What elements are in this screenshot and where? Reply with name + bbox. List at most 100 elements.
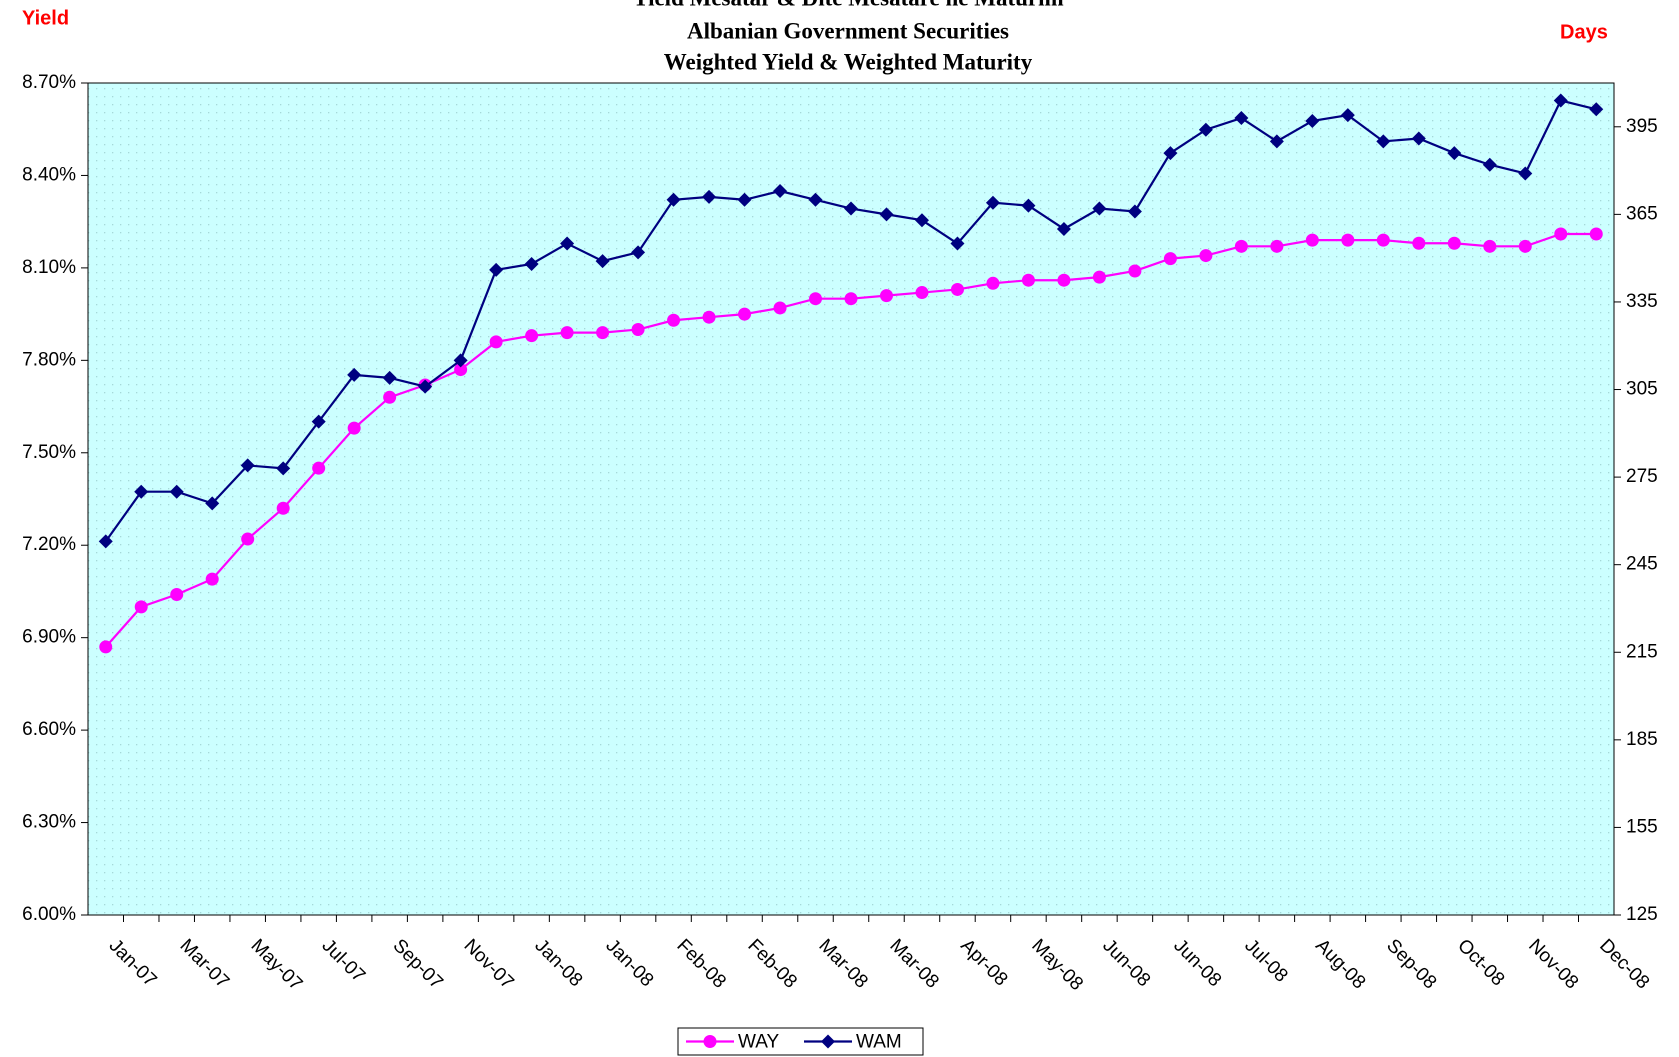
y2-tick-label: 155 bbox=[1626, 816, 1658, 837]
marker bbox=[347, 421, 361, 435]
x-tick-label: Jul-07 bbox=[318, 935, 369, 986]
marker bbox=[205, 572, 219, 586]
marker bbox=[1163, 146, 1178, 161]
marker bbox=[1412, 236, 1426, 250]
y-tick-label: 6.90% bbox=[22, 627, 76, 648]
marker bbox=[241, 532, 255, 546]
marker bbox=[524, 256, 539, 271]
chart-subtitle: Albanian Government Securities bbox=[687, 18, 1009, 43]
plot-pattern bbox=[88, 83, 1614, 915]
marker bbox=[489, 262, 504, 277]
marker bbox=[914, 213, 929, 228]
marker bbox=[453, 353, 468, 368]
marker bbox=[1092, 201, 1107, 216]
marker bbox=[950, 236, 965, 251]
y-tick-label: 7.20% bbox=[22, 534, 76, 555]
marker bbox=[737, 192, 752, 207]
marker bbox=[170, 588, 184, 602]
y-tick-label: 6.60% bbox=[22, 719, 76, 740]
marker bbox=[773, 301, 787, 315]
marker bbox=[1305, 233, 1319, 247]
x-tick-label: Mar-08 bbox=[814, 935, 871, 992]
x-tick-label: Nov-08 bbox=[1524, 935, 1582, 993]
x-tick-label: Oct-08 bbox=[1453, 935, 1508, 990]
marker bbox=[312, 461, 326, 475]
x-tick-label: Jan-08 bbox=[531, 935, 587, 991]
marker bbox=[454, 363, 468, 377]
marker bbox=[844, 292, 858, 306]
marker bbox=[986, 276, 1000, 290]
marker bbox=[844, 201, 858, 216]
marker bbox=[1270, 239, 1284, 253]
x-tick-label: Jun-08 bbox=[1169, 935, 1225, 991]
marker bbox=[134, 484, 149, 499]
marker bbox=[1021, 273, 1035, 287]
x-tick-label: Feb-08 bbox=[672, 935, 729, 992]
legend-label: WAM bbox=[856, 1032, 902, 1053]
marker bbox=[1554, 227, 1568, 241]
y2-tick-label: 245 bbox=[1626, 554, 1658, 575]
marker bbox=[808, 192, 823, 207]
x-tick-label: Dec-08 bbox=[1595, 935, 1653, 993]
marker bbox=[1127, 204, 1142, 219]
marker bbox=[418, 379, 433, 394]
marker bbox=[1128, 264, 1142, 278]
x-tick-label: Apr-08 bbox=[956, 935, 1011, 990]
marker bbox=[950, 282, 964, 296]
plot-area bbox=[87, 82, 1615, 916]
marker bbox=[773, 184, 788, 199]
chart-subtitle: Weighted Yield & Weighted Maturity bbox=[664, 49, 1033, 74]
x-tick-label: Nov-07 bbox=[460, 935, 518, 993]
marker bbox=[98, 534, 113, 549]
y2-tick-label: 395 bbox=[1626, 116, 1658, 137]
marker bbox=[1376, 233, 1390, 247]
marker bbox=[169, 484, 184, 499]
marker bbox=[560, 326, 574, 340]
marker bbox=[702, 189, 717, 204]
marker bbox=[1589, 227, 1603, 241]
x-tick-label: Mar-08 bbox=[885, 935, 942, 992]
marker bbox=[666, 192, 681, 207]
marker bbox=[1021, 198, 1036, 213]
marker bbox=[631, 323, 645, 337]
marker bbox=[205, 496, 220, 511]
marker bbox=[311, 414, 326, 429]
x-tick-label: May-07 bbox=[247, 935, 307, 995]
marker bbox=[738, 307, 752, 321]
x-tick-label: Jan-08 bbox=[601, 935, 657, 991]
y-tick-label: 8.10% bbox=[22, 257, 76, 278]
marker bbox=[1234, 239, 1248, 253]
marker bbox=[1056, 221, 1071, 236]
marker bbox=[1447, 146, 1462, 161]
y2-tick-label: 215 bbox=[1626, 641, 1658, 662]
marker bbox=[1483, 239, 1497, 253]
marker bbox=[1269, 134, 1284, 149]
y2-tick-label: 335 bbox=[1626, 291, 1658, 312]
y2-tick-label: 125 bbox=[1626, 904, 1658, 925]
marker bbox=[879, 289, 893, 303]
marker bbox=[1553, 93, 1568, 108]
y2-tick-label: 365 bbox=[1626, 203, 1658, 224]
y-tick-label: 6.00% bbox=[22, 904, 76, 925]
y-tick-label: 6.30% bbox=[22, 812, 76, 833]
marker bbox=[134, 600, 148, 614]
marker bbox=[383, 390, 397, 404]
marker bbox=[1411, 131, 1426, 146]
plot-border bbox=[87, 82, 1615, 916]
marker bbox=[702, 310, 716, 324]
marker bbox=[1305, 113, 1320, 128]
y2-tick-label: 185 bbox=[1626, 729, 1658, 750]
legend-marker bbox=[821, 1034, 835, 1049]
marker bbox=[1057, 273, 1071, 287]
marker bbox=[99, 640, 113, 654]
marker bbox=[595, 254, 610, 269]
marker bbox=[240, 458, 255, 473]
marker bbox=[1482, 157, 1497, 172]
marker bbox=[1340, 108, 1355, 123]
marker bbox=[382, 370, 397, 385]
x-tick-label: Mar-07 bbox=[176, 935, 233, 992]
marker bbox=[1199, 249, 1213, 263]
marker bbox=[489, 335, 503, 349]
marker bbox=[347, 367, 362, 382]
